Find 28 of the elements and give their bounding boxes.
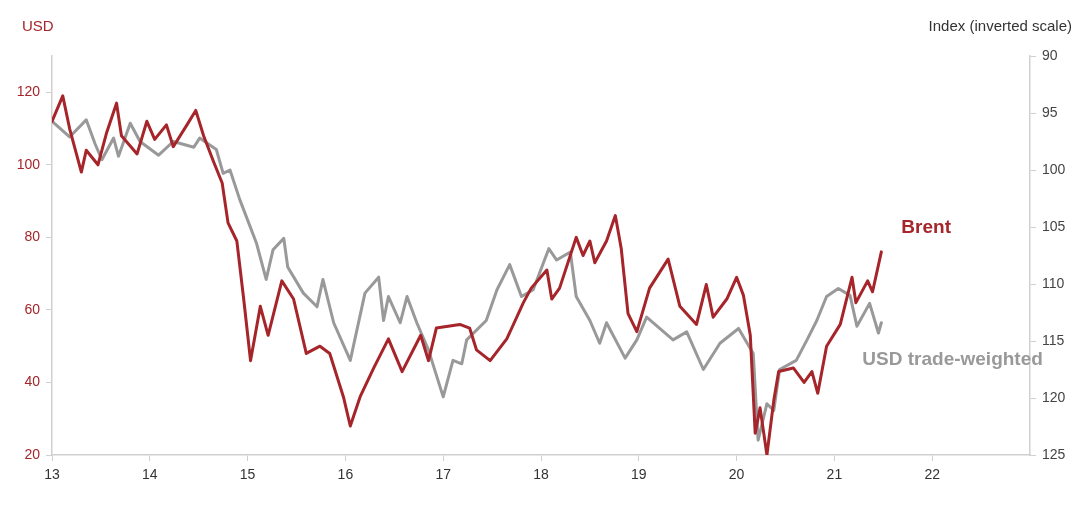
- y2-tick-label: 100: [1042, 160, 1066, 177]
- y2-tick-label: 115: [1042, 331, 1065, 348]
- y-tick-label: 20: [24, 445, 41, 462]
- x-tick-label: 18: [533, 466, 549, 483]
- x-tick-label: 22: [924, 466, 941, 483]
- x-tick-label: 20: [728, 466, 745, 483]
- y2-axis-title: Index (inverted scale): [928, 17, 1072, 35]
- x-tick-label: 17: [435, 466, 452, 483]
- x-tick-label: 16: [337, 466, 354, 483]
- series-label: Brent: [901, 216, 952, 238]
- y-tick-label: 100: [16, 155, 41, 172]
- y2-tick-label: 105: [1042, 217, 1066, 234]
- x-tick-label: 15: [239, 466, 256, 483]
- y2-tick-label: 90: [1042, 46, 1058, 63]
- y2-tick-label: 125: [1042, 445, 1066, 462]
- x-tick-label: 21: [826, 466, 843, 483]
- x-tick-label: 14: [142, 466, 158, 483]
- y2-tick-label: 110: [1042, 274, 1065, 291]
- y-tick-label: 40: [24, 373, 41, 390]
- y-tick-label: 120: [16, 83, 41, 100]
- x-tick-label: 19: [631, 466, 647, 483]
- series-label: USD trade-weighted: [862, 347, 1043, 369]
- x-tick-label: 13: [44, 466, 60, 483]
- y-tick-label: 80: [24, 228, 41, 245]
- y2-tick-label: 95: [1042, 103, 1058, 120]
- y-axis-title: USD: [22, 17, 54, 35]
- y-tick-label: 60: [24, 300, 41, 317]
- y2-tick-label: 120: [1042, 388, 1066, 405]
